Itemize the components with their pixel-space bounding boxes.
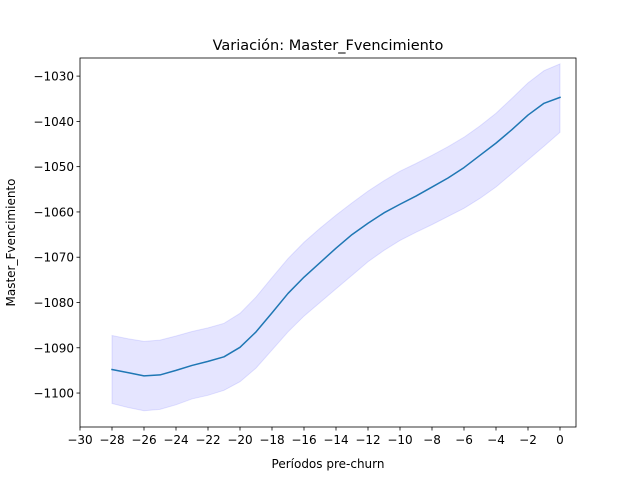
y-tick-label: −1070: [33, 251, 74, 265]
axes-frame: [79, 57, 577, 428]
x-axis: −30 −28 −26 −24 −22 −20 −18 −16 −14 −12 −10 −8 −6 −4−…: [67, 427, 564, 447]
x-tick-label: −10: [387, 433, 412, 447]
x-axis-label: Períodos pre-churn: [272, 457, 385, 471]
x-tick-label: −2: [519, 433, 537, 447]
y-tick-label: −1100: [33, 387, 74, 401]
plot-area: [111, 63, 561, 412]
y-tick-label: −1050: [33, 160, 74, 174]
x-tick-label: 0: [556, 433, 564, 447]
x-tick-label: −4: [487, 433, 505, 447]
x-tick-label: −14: [323, 433, 348, 447]
y-axis-label: Master_Fvencimiento: [4, 179, 18, 307]
x-tick-label: −28: [99, 433, 124, 447]
x-tick-label: −20: [227, 433, 252, 447]
x-tick-label: −6: [455, 433, 473, 447]
x-tick-label: −18: [259, 433, 284, 447]
y-tick-label: −1030: [33, 70, 74, 84]
x-tick-label: −30: [67, 433, 92, 447]
x-tick-label: −12: [355, 433, 380, 447]
y-tick-label: −1060: [33, 205, 74, 219]
x-tick-label: −24: [163, 433, 188, 447]
series-line: [111, 96, 561, 377]
x-tick-label: −8: [423, 433, 441, 447]
confidence-band: [111, 63, 561, 412]
y-tick-label: −1090: [33, 341, 74, 355]
y-tick-label: −1080: [33, 296, 74, 310]
y-axis: −1100 −1090 −1080 −1070 −1060 −1050 −1040 −1030: [33, 70, 80, 401]
x-tick-label: −16: [291, 433, 316, 447]
x-tick-label: −26: [131, 433, 156, 447]
x-tick-label: −22: [195, 433, 220, 447]
chart-title: Variación: Master_Fvencimiento: [213, 38, 444, 54]
y-tick-label: −1040: [33, 115, 74, 129]
